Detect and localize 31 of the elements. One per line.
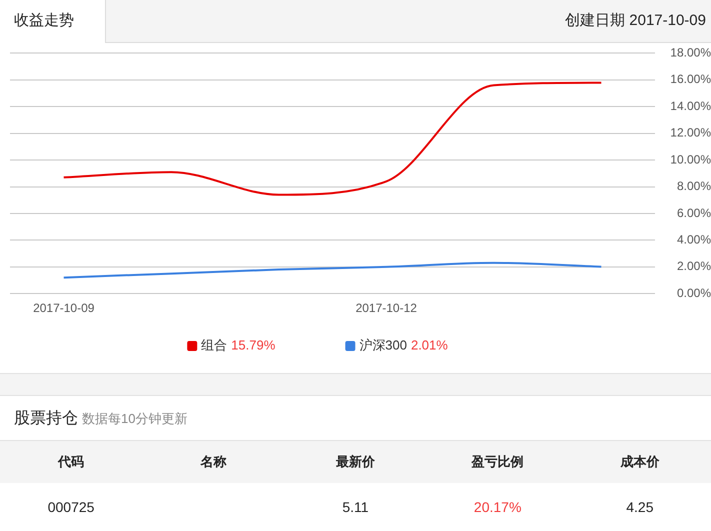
line-series (62, 262, 602, 279)
chart-subtitle: 创建日期 2017-10-09 (565, 11, 706, 30)
y-tick-label: 10.00% (670, 152, 711, 166)
line-series (62, 82, 602, 196)
text: 000725 (46, 498, 96, 517)
x-tick-label: 2017-10-12 (356, 301, 418, 316)
text: 最新价 (284, 440, 427, 483)
legend-label: 组合 (201, 338, 228, 353)
text: 4.25 (625, 498, 654, 517)
text: 2.01% (410, 338, 448, 353)
y-tick-label: 4.00% (676, 232, 711, 246)
legend-label: 沪深300 (359, 338, 407, 353)
x-tick-label: 2017-10-09 (33, 301, 95, 316)
text: 盈亏比例 (426, 440, 569, 483)
chart-title: 收益走势 (14, 11, 74, 30)
y-tick-label: 6.00% (676, 206, 711, 220)
text: 股票持仓 (14, 410, 78, 427)
y-tick-label: 12.00% (670, 126, 711, 140)
y-tick-label: 0.00% (676, 286, 711, 300)
y-tick-label: 18.00% (670, 46, 711, 60)
text: 数据每10分钟更新 (82, 411, 188, 426)
text: 20.17% (472, 498, 522, 517)
y-tick-label: 8.00% (676, 179, 711, 194)
text: 代码 (0, 440, 142, 483)
text: 5.11 (341, 498, 370, 517)
y-tick-label: 16.00% (670, 72, 711, 86)
text: 成本价 (568, 440, 711, 483)
text: 15.79% (231, 338, 276, 353)
y-tick-label: 14.00% (670, 98, 711, 113)
y-tick-label: 2.00% (676, 259, 711, 274)
text: 名称 (142, 440, 284, 483)
